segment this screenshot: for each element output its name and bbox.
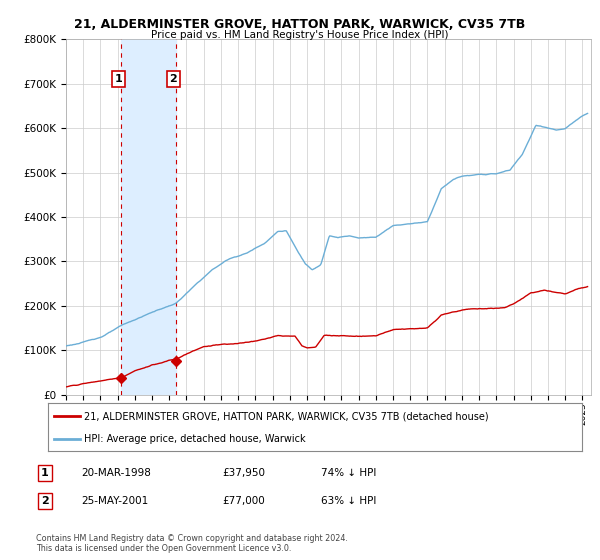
Text: HPI: Average price, detached house, Warwick: HPI: Average price, detached house, Warw… (85, 434, 306, 444)
Text: 2: 2 (41, 496, 49, 506)
Text: 21, ALDERMINSTER GROVE, HATTON PARK, WARWICK, CV35 7TB: 21, ALDERMINSTER GROVE, HATTON PARK, WAR… (74, 18, 526, 31)
Text: 25-MAY-2001: 25-MAY-2001 (81, 496, 148, 506)
Text: 1: 1 (115, 74, 123, 84)
Bar (121, 39, 176, 395)
Text: 1: 1 (41, 468, 49, 478)
Text: £77,000: £77,000 (222, 496, 265, 506)
Text: 2: 2 (170, 74, 177, 84)
Text: 21, ALDERMINSTER GROVE, HATTON PARK, WARWICK, CV35 7TB (detached house): 21, ALDERMINSTER GROVE, HATTON PARK, WAR… (85, 411, 489, 421)
Text: 63% ↓ HPI: 63% ↓ HPI (321, 496, 376, 506)
Text: £37,950: £37,950 (222, 468, 265, 478)
Text: 20-MAR-1998: 20-MAR-1998 (81, 468, 151, 478)
Text: Price paid vs. HM Land Registry's House Price Index (HPI): Price paid vs. HM Land Registry's House … (151, 30, 449, 40)
Text: 74% ↓ HPI: 74% ↓ HPI (321, 468, 376, 478)
Text: Contains HM Land Registry data © Crown copyright and database right 2024.
This d: Contains HM Land Registry data © Crown c… (36, 534, 348, 553)
